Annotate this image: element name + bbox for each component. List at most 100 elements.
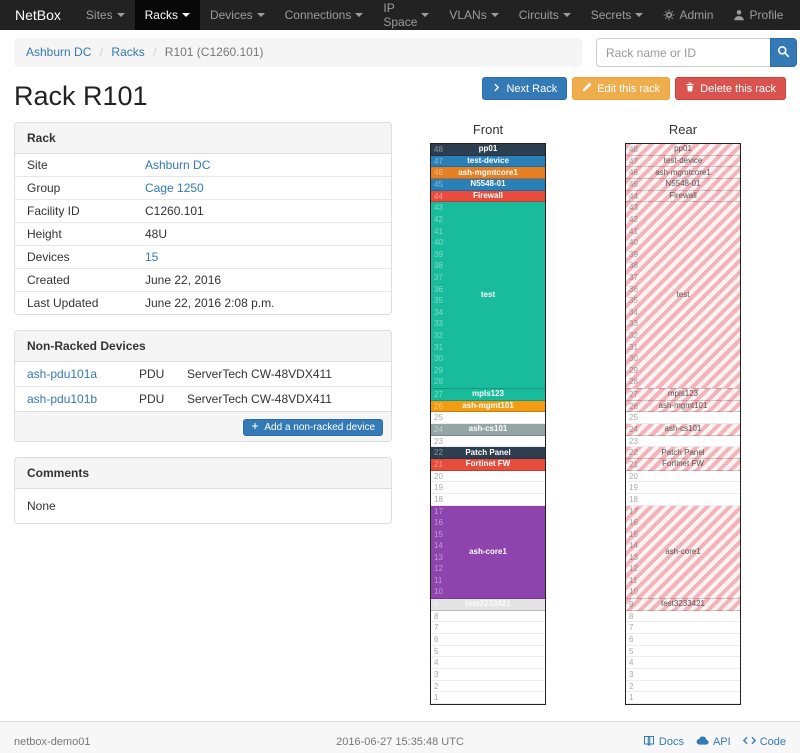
profile-link[interactable]: Profile xyxy=(723,0,793,30)
rack-device[interactable]: 22 Patch Panel xyxy=(626,447,740,459)
chevron-down-icon xyxy=(490,13,499,17)
rack-device[interactable]: 43 42 41 40 39 38 37 36 35 34 33 32 31 30 29 28 test xyxy=(626,202,740,389)
unit-number: 35 xyxy=(629,296,638,306)
app-brand[interactable]: NetBox xyxy=(15,7,61,23)
rack-device[interactable]: 17 16 15 14 13 12 11 10 ash-core1 xyxy=(626,505,740,599)
rack-device[interactable]: 43 42 41 40 39 38 37 36 35 34 33 32 31 30 29 28 test xyxy=(431,202,545,389)
docs-link[interactable]: Docs xyxy=(643,734,684,750)
device-label: Patch Panel xyxy=(465,447,511,457)
admin-link[interactable]: Admin xyxy=(653,0,723,30)
front-elevation-label: Front xyxy=(472,122,504,137)
rack-device[interactable]: 44 Firewall xyxy=(431,190,545,203)
device-link[interactable]: ash-pdu101a xyxy=(27,367,98,381)
height-value: 48U xyxy=(145,227,168,241)
search-button[interactable] xyxy=(770,38,797,67)
code-link[interactable]: Code xyxy=(742,734,786,750)
delete-rack-button[interactable]: Delete this rack xyxy=(675,77,786,100)
rack-device[interactable]: 22 Patch Panel xyxy=(431,447,545,459)
device-label: pp01 xyxy=(478,144,498,154)
unit-number: 33 xyxy=(629,319,638,329)
rack-device[interactable]: 26 ash-mgmt101 xyxy=(431,400,545,413)
logout-link[interactable]: Log out xyxy=(793,0,800,30)
unit-number: 30 xyxy=(434,354,443,364)
rack-device[interactable]: 45 N5548-01 xyxy=(626,179,740,191)
unit-number: 9 xyxy=(434,600,439,609)
add-non-racked-device-button[interactable]: Add a non-racked device xyxy=(243,419,383,436)
unit-number: 48 xyxy=(434,145,443,154)
rack-device[interactable]: 48 pp01 xyxy=(626,144,740,156)
nav-item-circuits[interactable]: Circuits xyxy=(509,0,581,30)
breadcrumb-racks-link[interactable]: Racks xyxy=(111,45,145,59)
rack-device[interactable]: 46 ash-mgmtcore1 xyxy=(626,167,740,179)
rack-device[interactable]: 27 mpls123 xyxy=(626,389,740,401)
unit-number: 3 xyxy=(629,670,634,679)
device-label: test xyxy=(676,290,690,300)
unit-number: 26 xyxy=(434,401,443,411)
rack-device[interactable]: 48 pp01 xyxy=(431,144,545,156)
rear-elevation-label: Rear xyxy=(668,122,698,137)
table-row: ash-pdu101b PDU ServerTech CW-48VDX411 xyxy=(15,386,391,411)
rack-device[interactable]: 9 test3233421 xyxy=(626,599,740,611)
unit-number: 46 xyxy=(434,168,443,178)
unit-number: 28 xyxy=(629,377,638,387)
unit-number: 18 xyxy=(629,495,638,504)
rack-info-panel: Rack Site Ashburn DC Group Cage 1250 Facil… xyxy=(14,122,392,315)
rack-device[interactable]: 46 ash-mgmtcore1 xyxy=(431,167,545,179)
rack-device[interactable]: 21 Fortinet FW xyxy=(626,459,740,471)
main-nav: Sites Racks Devices Connections IP Space… xyxy=(76,0,654,30)
nav-item-devices[interactable]: Devices xyxy=(200,0,275,30)
rack-search-input[interactable] xyxy=(596,38,770,67)
unit-number: 15 xyxy=(434,529,443,539)
rack-device[interactable]: 44 Firewall xyxy=(626,190,740,203)
breadcrumb-current: R101 (C1260.101) xyxy=(164,45,264,59)
unit-number: 17 xyxy=(629,506,638,516)
unit-number: 22 xyxy=(629,448,638,458)
unit-number: 8 xyxy=(434,611,439,621)
non-racked-panel-title: Non-Racked Devices xyxy=(15,331,391,362)
edit-rack-button[interactable]: Edit this rack xyxy=(572,77,671,100)
device-label: test3233421 xyxy=(465,599,511,609)
rack-device[interactable]: 47 test-device xyxy=(431,155,545,168)
device-role: PDU xyxy=(139,392,165,406)
pencil-icon xyxy=(582,82,592,95)
search-icon xyxy=(777,45,790,61)
rack-device[interactable]: 9 test3233421 xyxy=(431,599,545,611)
unit-number: 45 xyxy=(434,180,443,189)
unit-number: 2 xyxy=(629,681,634,691)
rack-device[interactable]: 24 ash-cs101 xyxy=(626,424,740,436)
rack-device[interactable]: 26 ash-mgmt101 xyxy=(626,400,740,413)
unit-number: 15 xyxy=(629,529,638,539)
rack-device[interactable]: 27 mpls123 xyxy=(431,389,545,401)
device-link[interactable]: ash-pdu101b xyxy=(27,392,98,406)
table-row: Facility ID C1260.101 xyxy=(15,199,391,223)
nav-item-vlans[interactable]: VLANs xyxy=(439,0,508,30)
rack-device[interactable]: 21 Fortinet FW xyxy=(431,459,545,471)
chevron-down-icon xyxy=(116,13,125,17)
rack-device[interactable]: 47 test-device xyxy=(626,155,740,168)
facility-id-value: C1260.101 xyxy=(145,204,204,218)
rear-rack-diagram: 4847464544434241403938373635343332313029… xyxy=(625,143,741,705)
rack-device[interactable]: 24 ash-cs101 xyxy=(431,424,545,436)
unit-number: 34 xyxy=(434,307,443,317)
unit-number: 32 xyxy=(629,330,638,340)
unit-number: 24 xyxy=(434,425,443,434)
group-link[interactable]: Cage 1250 xyxy=(145,181,204,195)
device-label: ash-mgmt101 xyxy=(658,400,708,410)
front-rack-diagram: 4847464544434241403938373635343332313029… xyxy=(430,143,546,705)
rack-device[interactable]: 45 N5548-01 xyxy=(431,179,545,191)
unit-number: 11 xyxy=(629,575,638,585)
nav-item-connections[interactable]: Connections xyxy=(275,0,374,30)
unit-number: 5 xyxy=(434,646,439,656)
trash-icon xyxy=(685,82,695,95)
rack-device[interactable]: 17 16 15 14 13 12 11 10 ash-core1 xyxy=(431,505,545,599)
api-link[interactable]: API xyxy=(696,734,731,750)
breadcrumb-site-link[interactable]: Ashburn DC xyxy=(26,45,92,59)
chevron-down-icon xyxy=(635,13,644,17)
next-rack-button[interactable]: Next Rack xyxy=(482,77,568,100)
nav-item-racks[interactable]: Racks xyxy=(134,0,200,30)
nav-item-sites[interactable]: Sites xyxy=(76,0,135,30)
devices-count-link[interactable]: 15 xyxy=(145,250,159,264)
nav-item-secrets[interactable]: Secrets xyxy=(581,0,654,30)
nav-item-ip-space[interactable]: IP Space xyxy=(373,0,439,30)
site-link[interactable]: Ashburn DC xyxy=(145,158,211,172)
